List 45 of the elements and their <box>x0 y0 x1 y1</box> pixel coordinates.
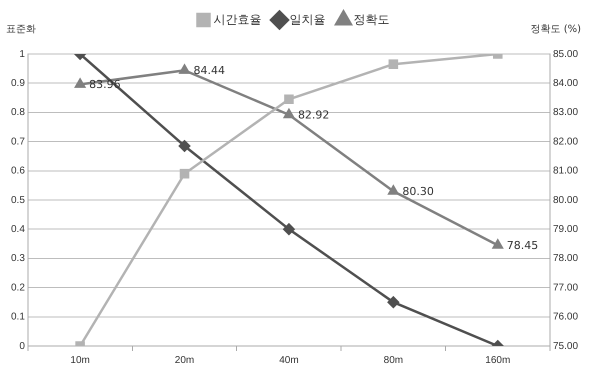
y2-tick-label: 77.00 <box>552 282 578 294</box>
y-tick-label: 0.4 <box>10 224 26 235</box>
data-label: 78.45 <box>506 239 538 252</box>
y2-tick-label: 75.00 <box>552 340 578 352</box>
y2-tick-label: 85.00 <box>552 48 578 60</box>
point <box>284 94 294 104</box>
y2-tick-label: 79.00 <box>552 224 578 235</box>
y2-axis-title: 정확도 (%) <box>530 23 581 36</box>
data-label: 84.44 <box>194 64 226 78</box>
y-tick-label: 0 <box>19 340 26 352</box>
y-tick-label: 0.3 <box>10 253 26 264</box>
x-tick-label: 80m <box>384 354 404 366</box>
y2-tick-label: 81.00 <box>552 166 578 177</box>
legend-label: 정확도 <box>354 12 390 26</box>
data-label: 80.30 <box>402 185 434 198</box>
legend-label: 일치율 <box>290 12 326 26</box>
y-tick-label: 0.8 <box>10 107 26 118</box>
y2-tick-label: 82.00 <box>552 136 578 148</box>
y-tick-label: 1 <box>19 48 26 60</box>
point <box>180 168 190 179</box>
x-tick-label: 20m <box>174 354 194 366</box>
point <box>178 140 190 152</box>
y2-tick-label: 80.00 <box>552 194 578 206</box>
y2-tick-label: 76.00 <box>552 312 578 323</box>
point <box>388 185 398 195</box>
y2-tick-label: 84.00 <box>552 78 578 89</box>
data-label: 82.92 <box>298 108 330 122</box>
y2-tick-label: 78.00 <box>552 253 578 264</box>
point <box>284 108 294 118</box>
x-tick-label: 10m <box>70 354 90 366</box>
point <box>283 223 295 235</box>
y-tick-label: 0.5 <box>10 194 26 206</box>
x-tick-label: 160m <box>485 354 510 366</box>
y-tick-label: 0.7 <box>10 136 26 148</box>
y-axis-title: 표준화 <box>6 23 36 36</box>
y2-tick-label: 83.00 <box>552 107 578 118</box>
y-tick-label: 0.2 <box>10 282 26 294</box>
point <box>179 64 190 74</box>
y-tick-label: 0.1 <box>10 312 26 323</box>
point <box>492 240 503 249</box>
y-tick-label: 0.6 <box>10 166 26 177</box>
point <box>74 78 86 88</box>
y-tick-label: 0.9 <box>10 78 26 89</box>
x-tick-label: 40m <box>279 354 299 366</box>
legend-label: 시간효율 <box>214 12 262 26</box>
